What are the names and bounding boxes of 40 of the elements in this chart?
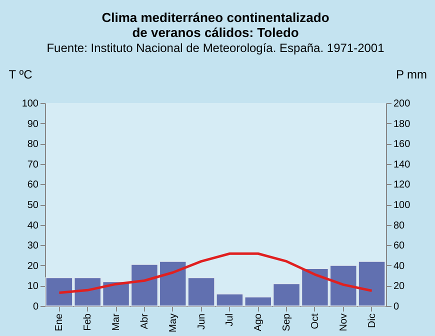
x-tick-label: Sep (282, 313, 293, 332)
x-tick-label: Dic (366, 314, 378, 328)
x-tick-label: Mar (111, 312, 122, 331)
y-tick-label: 70 (27, 159, 39, 170)
y-tick-label: 90 (27, 118, 39, 130)
source-note: Fuente: Instituto Nacional de Meteorología. España. 1971-2001 (46, 41, 385, 55)
y2-tick-label: 120 (394, 180, 411, 191)
x-tick-label: Nov (338, 314, 350, 332)
y2-tick-label: 160 (394, 139, 411, 150)
y2-tick-label: 80 (394, 220, 406, 232)
y2-tick-label: 60 (394, 240, 406, 252)
y-tick-label: 40 (27, 220, 39, 232)
x-tick-label: Jun (196, 314, 208, 330)
y-tick-label: 20 (27, 260, 39, 272)
text: Clima mediterráneo continentalizado (102, 10, 330, 25)
y2-tick-label: 0 (394, 302, 400, 312)
x-tick-label: Feb (82, 313, 94, 331)
x-tick-label: Abr (139, 312, 150, 330)
y2-axis-title: P mm (396, 68, 428, 82)
y2-tick-label: 140 (394, 159, 411, 170)
y2-tick-label: 100 (394, 200, 411, 211)
x-tick-label: Ene (54, 313, 66, 332)
y2-tick-label: 40 (394, 260, 406, 272)
x-tick-label: Ago (253, 313, 264, 332)
line-series (58, 252, 374, 294)
y2-tick-label: 20 (394, 281, 406, 292)
y-tick-label: 10 (27, 281, 39, 292)
text: de veranos cálidos: Toledo (132, 25, 299, 40)
y-tick-label: 50 (27, 200, 39, 211)
y-tick-label: 80 (27, 139, 39, 150)
x-tick-label: Jul (224, 314, 236, 326)
y-tick-label: 100 (22, 98, 39, 110)
x-tick-label: May (168, 314, 179, 332)
y2-tick-label: 200 (394, 98, 411, 110)
y2-tick-label: 180 (394, 118, 411, 130)
y-tick-label: 30 (27, 240, 39, 252)
x-tick-label: Oct (310, 313, 321, 330)
y-axis-title: T ºC (8, 68, 33, 82)
y-tick-label: 60 (27, 180, 39, 191)
y-tick-label: 0 (32, 302, 39, 312)
